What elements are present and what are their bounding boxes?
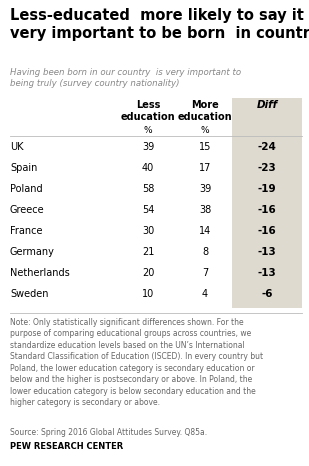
Text: Greece: Greece <box>10 205 44 215</box>
Text: Spain: Spain <box>10 163 37 173</box>
Text: Netherlands: Netherlands <box>10 268 70 278</box>
Text: -19: -19 <box>258 184 276 194</box>
Text: 40: 40 <box>142 163 154 173</box>
Text: Diff: Diff <box>256 100 277 110</box>
Text: France: France <box>10 226 43 236</box>
Text: %: % <box>201 126 209 135</box>
Text: -6: -6 <box>261 289 273 299</box>
Text: 39: 39 <box>199 184 211 194</box>
Text: 10: 10 <box>142 289 154 299</box>
Text: -23: -23 <box>258 163 276 173</box>
Text: -16: -16 <box>258 205 276 215</box>
Text: -16: -16 <box>258 226 276 236</box>
Text: UK: UK <box>10 142 23 152</box>
Text: Having been born in our country  is very important to
being truly (survey countr: Having been born in our country is very … <box>10 68 241 89</box>
Text: 8: 8 <box>202 247 208 257</box>
Text: More
education: More education <box>178 100 232 122</box>
Text: -13: -13 <box>258 268 276 278</box>
Text: 15: 15 <box>199 142 211 152</box>
Text: Less
education: Less education <box>121 100 175 122</box>
Text: 54: 54 <box>142 205 154 215</box>
Text: Sweden: Sweden <box>10 289 49 299</box>
Text: Source: Spring 2016 Global Attitudes Survey. Q85a.: Source: Spring 2016 Global Attitudes Sur… <box>10 428 207 437</box>
Bar <box>232 98 302 308</box>
Text: PEW RESEARCH CENTER: PEW RESEARCH CENTER <box>10 442 123 451</box>
Text: 20: 20 <box>142 268 154 278</box>
Text: 14: 14 <box>199 226 211 236</box>
Text: -24: -24 <box>258 142 277 152</box>
Text: Less-educated  more likely to say it is
very important to be born  in country: Less-educated more likely to say it is v… <box>10 8 309 41</box>
Text: %: % <box>144 126 152 135</box>
Text: Note: Only statistically significant differences shown. For the
purpose of compa: Note: Only statistically significant dif… <box>10 318 263 407</box>
Text: 30: 30 <box>142 226 154 236</box>
Text: 38: 38 <box>199 205 211 215</box>
Text: 58: 58 <box>142 184 154 194</box>
Text: 39: 39 <box>142 142 154 152</box>
Text: Germany: Germany <box>10 247 55 257</box>
Text: -13: -13 <box>258 247 276 257</box>
Text: 4: 4 <box>202 289 208 299</box>
Text: 7: 7 <box>202 268 208 278</box>
Text: Poland: Poland <box>10 184 43 194</box>
Text: 21: 21 <box>142 247 154 257</box>
Text: 17: 17 <box>199 163 211 173</box>
